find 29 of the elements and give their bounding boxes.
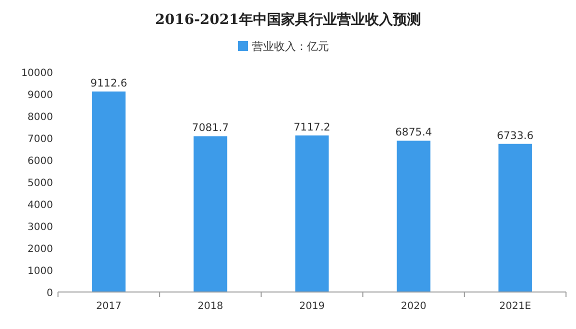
y-tick-label: 5000: [28, 178, 53, 189]
data-label: 6875.4: [395, 126, 432, 139]
legend: 营业收入：亿元: [238, 40, 329, 53]
data-label: 9112.6: [90, 78, 128, 90]
bar: [396, 140, 430, 292]
x-tick-label: 2018: [198, 301, 224, 312]
y-tick-label: 10000: [21, 68, 53, 79]
data-label: 7081.7: [192, 122, 229, 134]
y-tick-label: 8000: [28, 112, 53, 123]
data-label: 6733.6: [496, 130, 534, 142]
y-tick-label: 0: [46, 288, 53, 299]
y-tick-label: 4000: [28, 200, 53, 211]
bar: [194, 136, 228, 292]
bar: [92, 92, 126, 292]
bar: [498, 144, 532, 292]
x-tick-label: 2020: [400, 301, 426, 312]
y-tick-label: 7000: [28, 134, 53, 145]
y-tick-label: 6000: [28, 156, 53, 167]
bar: [295, 135, 329, 292]
y-tick-label: 1000: [28, 266, 53, 277]
y-tick-label: 2000: [28, 244, 53, 255]
chart-title: 2016-2021年中国家具行业营业收入预测: [155, 11, 421, 28]
y-tick-label: 9000: [28, 90, 53, 101]
y-tick-label: 3000: [28, 222, 53, 233]
x-tick-label: 2019: [299, 301, 325, 312]
x-tick-label: 2021E: [499, 301, 532, 312]
x-tick-label: 2017: [96, 301, 122, 312]
data-label: 7117.2: [294, 121, 330, 134]
legend-label: 营业收入：亿元: [252, 40, 329, 53]
